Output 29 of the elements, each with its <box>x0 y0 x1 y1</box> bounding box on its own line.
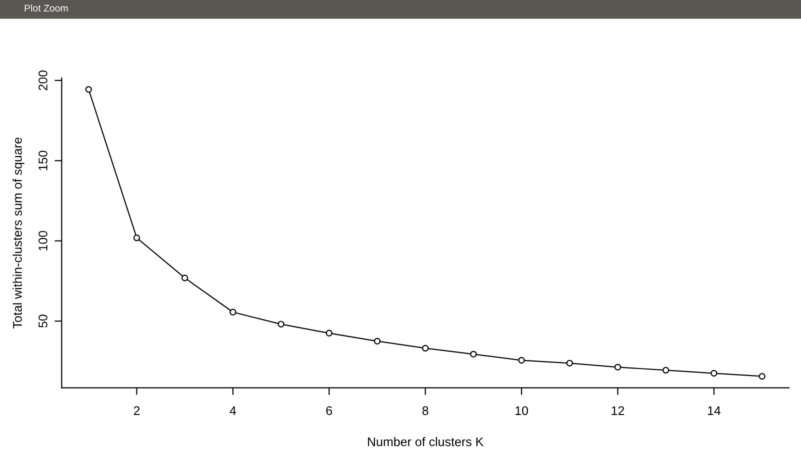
point <box>662 366 670 374</box>
y-tick-label: 150 <box>38 150 48 170</box>
point <box>614 364 622 370</box>
x-tick-label: 8 <box>422 406 428 416</box>
point <box>181 274 188 282</box>
y-tick-label: 200 <box>38 70 48 90</box>
point <box>566 360 573 366</box>
point <box>278 320 284 328</box>
point <box>326 330 332 336</box>
y-tick-label: 100 <box>38 230 48 250</box>
y-axis-title: Total within-clusters sum of square <box>12 138 24 329</box>
point <box>133 234 140 242</box>
point <box>422 344 429 352</box>
point <box>85 86 92 93</box>
y-tick-label: 50 <box>38 314 48 328</box>
x-tick-label: 10 <box>516 406 528 416</box>
point <box>710 370 718 377</box>
x-tick-label: 6 <box>326 406 332 416</box>
point <box>758 372 766 380</box>
x-tick-label: 12 <box>612 406 624 415</box>
x-axis-title: Number of clusters K <box>368 437 484 446</box>
x-tick-label: 2 <box>134 406 140 415</box>
point <box>374 338 381 344</box>
text: Plot Zoom <box>24 4 68 12</box>
x-tick-label: 4 <box>230 406 236 415</box>
point <box>470 350 477 358</box>
point <box>518 356 525 364</box>
point <box>230 308 236 316</box>
x-tick-label: 14 <box>708 406 721 415</box>
